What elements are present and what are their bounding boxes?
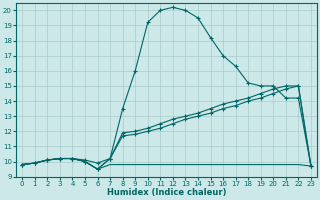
X-axis label: Humidex (Indice chaleur): Humidex (Indice chaleur) <box>107 188 226 197</box>
